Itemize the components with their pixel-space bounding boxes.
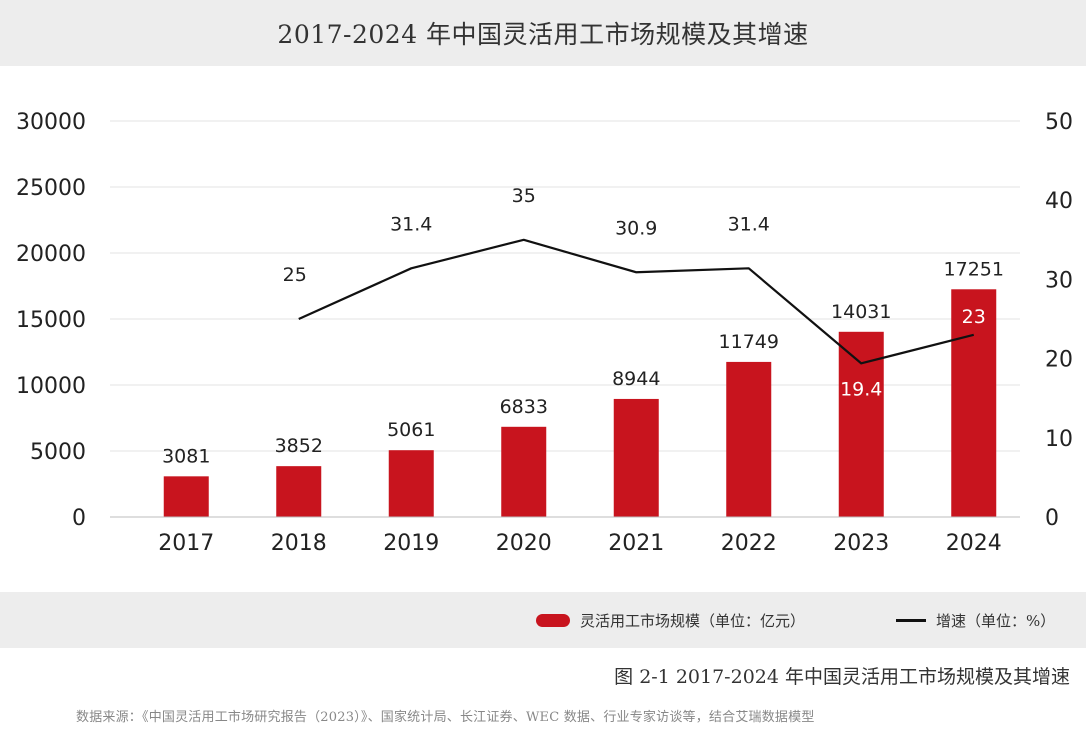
growth-line (298, 238, 975, 365)
figure-caption: 图 2-1 2017-2024 年中国灵活用工市场规模及其增速 (614, 666, 1070, 688)
x-tick-label: 2023 (833, 531, 889, 556)
growth-line-series (298, 238, 975, 365)
bar-2021 (613, 398, 659, 517)
legend-swatch-bar (536, 613, 570, 627)
y-right-tick-label: 20 (1045, 348, 1073, 373)
data-source-note: 数据来源：《中国灵活用工市场研究报告（2023）》、国家统计局、长江证券、WEC… (76, 710, 815, 725)
legend-label-growth: 增速（单位：%） (936, 611, 1056, 630)
x-tick-label: 2021 (608, 531, 664, 556)
y-left-tick-label: 15000 (16, 308, 86, 333)
x-tick-label: 2019 (383, 531, 439, 556)
bar-2017 (163, 476, 209, 517)
growth-value-label: 35 (512, 185, 536, 207)
y-left-tick-label: 25000 (16, 176, 86, 201)
bar-value-label: 6833 (500, 396, 548, 418)
y-left-tick-label: 5000 (30, 440, 86, 465)
x-tick-label: 2024 (946, 531, 1002, 556)
bar-2020 (501, 426, 547, 517)
growth-value-label: 31.4 (728, 213, 770, 235)
x-tick-label: 2022 (721, 531, 777, 556)
bar-value-label: 5061 (387, 419, 435, 441)
bar-2022 (726, 361, 772, 517)
bar-value-label: 14031 (831, 301, 891, 323)
bar-series (163, 289, 997, 517)
title-panel: 2017-2024 年中国灵活用工市场规模及其增速 (0, 0, 1086, 66)
x-tick-label: 2020 (496, 531, 552, 556)
legend-item-growth: 增速（单位：%） (896, 592, 1055, 648)
growth-value-label: 31.4 (390, 213, 432, 235)
bar-value-label: 3081 (162, 445, 210, 467)
y-left-tick-label: 20000 (16, 242, 86, 267)
legend-item-market-size: 灵活用工市场规模（单位：亿元） (536, 592, 805, 648)
chart-title: 2017-2024 年中国灵活用工市场规模及其增速 (277, 20, 809, 49)
axes: 0 5000 10000 15000 20000 25000 30000 0 10 20 30 40 5… (16, 110, 1073, 556)
y-right-tick-label: 50 (1045, 110, 1073, 135)
legend-swatch-line (896, 618, 926, 622)
bar-2018 (276, 466, 322, 517)
growth-value-label: 23 (962, 306, 986, 328)
x-tick-label: 2018 (271, 531, 327, 556)
bar-value-label: 8944 (612, 368, 660, 390)
y-left-tick-label: 30000 (16, 110, 86, 135)
legend-label-market-size: 灵活用工市场规模（单位：亿元） (580, 611, 806, 630)
chart-area: 3081 3852 5061 6833 8944 11749 14031 17251 25 31.… (16, 110, 1073, 556)
gridlines (110, 120, 1020, 518)
data-labels: 3081 3852 5061 6833 8944 11749 14031 17251 25 31.… (162, 185, 1004, 468)
growth-value-label: 19.4 (840, 378, 882, 400)
bar-value-label: 3852 (275, 435, 323, 457)
y-right-tick-label: 10 (1045, 427, 1073, 452)
legend-panel: 灵活用工市场规模（单位：亿元） 增速（单位：%） (0, 592, 1086, 648)
bar-2019 (388, 450, 434, 517)
y-right-tick-label: 40 (1045, 189, 1073, 214)
bar-value-label: 11749 (719, 331, 779, 353)
y-right-tick-label: 30 (1045, 268, 1073, 293)
y-left-tick-label: 0 (72, 506, 86, 531)
bar-2024 (951, 289, 997, 517)
growth-value-label: 25 (283, 264, 307, 286)
growth-value-label: 30.9 (615, 217, 657, 239)
bar-value-label: 17251 (944, 258, 1004, 280)
y-left-tick-label: 10000 (16, 374, 86, 399)
x-tick-label: 2017 (158, 531, 214, 556)
y-right-tick-label: 0 (1045, 506, 1059, 531)
